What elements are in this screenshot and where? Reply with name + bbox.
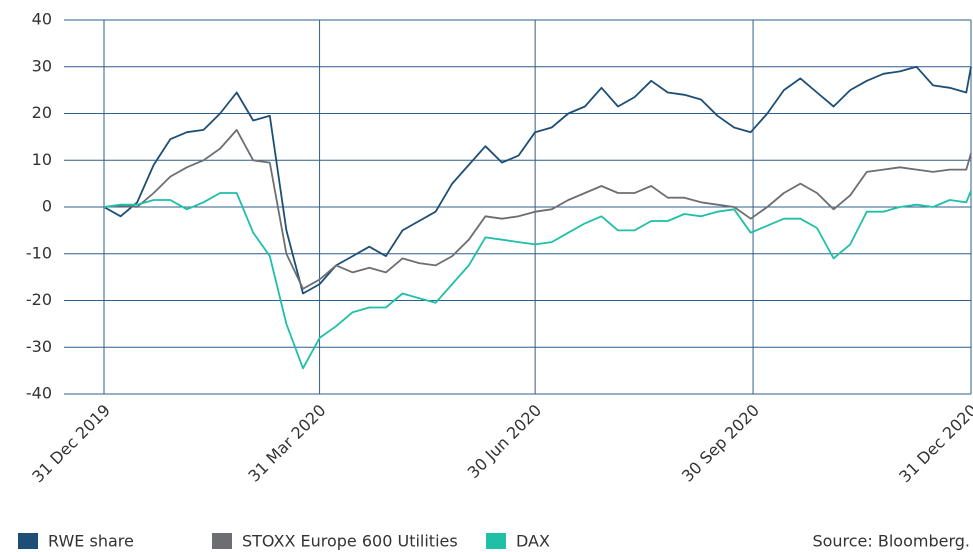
y-tick-label: -30: [26, 337, 52, 356]
y-tick-label: 20: [32, 103, 52, 122]
x-tick-label: 30 Jun 2020: [464, 401, 545, 482]
y-tick-label: -10: [26, 243, 52, 262]
series-line: [103, 129, 972, 290]
x-tick-label: 30 Sep 2020: [678, 401, 763, 486]
series-line: [103, 65, 972, 295]
legend-swatch: [212, 533, 232, 549]
x-tick-label: 31 Dec 2019: [28, 401, 114, 487]
series-line: [103, 190, 972, 370]
y-tick-label: 40: [32, 10, 52, 29]
legend-swatch: [18, 533, 38, 549]
y-tick-label: 30: [32, 56, 52, 75]
y-tick-label: -20: [26, 290, 52, 309]
legend-label: RWE share: [48, 532, 134, 551]
y-tick-label: 0: [42, 197, 52, 216]
y-tick-label: 10: [32, 150, 52, 169]
source-note: Source: Bloomberg.: [812, 532, 970, 551]
x-tick-label: 31 Mar 2020: [244, 401, 329, 486]
legend-swatch: [486, 533, 506, 549]
legend-label: DAX: [516, 532, 550, 551]
legend-label: STOXX Europe 600 Utilities: [242, 532, 458, 551]
x-tick-label: 31 Dec 2020: [895, 401, 973, 487]
y-tick-label: -40: [26, 384, 52, 403]
